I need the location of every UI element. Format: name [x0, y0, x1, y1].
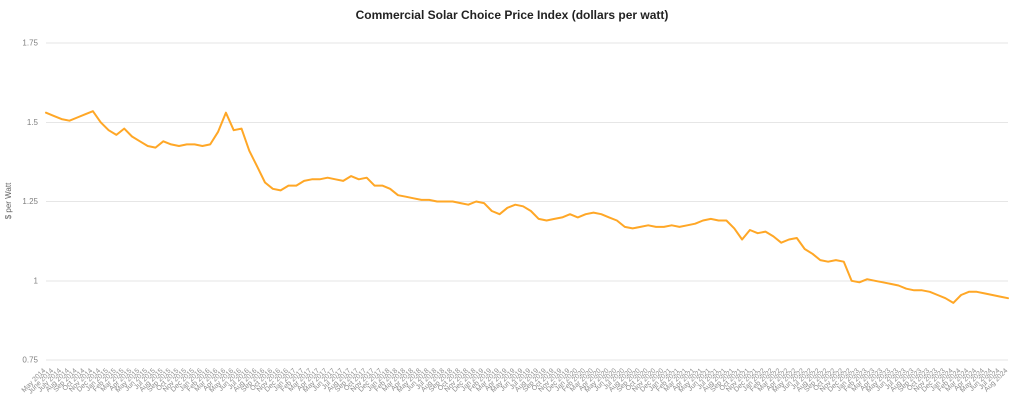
y-tick-label: 1.25: [22, 197, 38, 206]
y-tick-label: 1.75: [22, 39, 38, 48]
chart-title: Commercial Solar Choice Price Index (dol…: [356, 8, 669, 22]
y-axis-label: $ per Watt: [4, 182, 13, 219]
y-tick-label: 1: [34, 276, 39, 285]
y-tick-label: 0.75: [22, 356, 38, 365]
price-line-series: [45, 110, 1009, 304]
y-tick-label: 1.5: [27, 118, 39, 127]
gridlines-group: [46, 42, 1008, 361]
y-tick-labels-group: 0.75 1 1.25 1.5 1.75: [22, 39, 38, 365]
